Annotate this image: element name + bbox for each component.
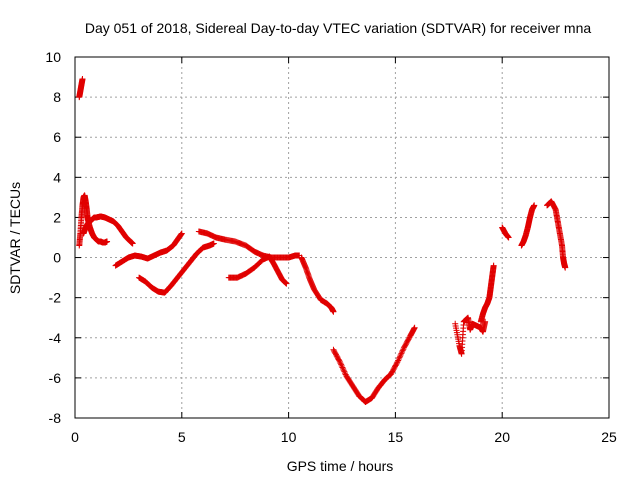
x-axis-label: GPS time / hours	[287, 458, 394, 474]
data-series-s12	[499, 224, 512, 241]
data-point	[336, 358, 343, 365]
data-point	[338, 361, 345, 368]
x-tick-label: 25	[601, 429, 617, 445]
data-marks	[76, 76, 569, 405]
data-series-s13	[518, 202, 538, 249]
grid	[75, 57, 609, 418]
data-point	[395, 357, 402, 364]
data-series-s8	[298, 254, 337, 315]
y-tick-label: 10	[45, 49, 61, 65]
y-tick-label: -2	[49, 290, 62, 306]
data-series-s4	[112, 230, 185, 269]
data-point	[411, 324, 418, 331]
axis-ticks	[74, 56, 610, 419]
y-tick-label: -8	[49, 410, 62, 426]
data-point	[397, 351, 404, 358]
y-tick-label: -6	[49, 370, 62, 386]
data-series-s14	[544, 198, 569, 271]
data-point	[397, 353, 404, 360]
data-point	[338, 363, 345, 370]
data-point	[341, 368, 348, 375]
data-point	[505, 234, 512, 241]
data-series-s10	[452, 314, 489, 357]
y-tick-label: 4	[53, 169, 61, 185]
data-series-s11	[477, 262, 497, 325]
x-tick-label: 0	[71, 429, 79, 445]
y-tick-label: -4	[49, 330, 62, 346]
data-series-s7	[225, 253, 290, 287]
y-tick-label: 2	[53, 209, 61, 225]
data-point	[400, 346, 407, 353]
data-point	[104, 238, 111, 245]
data-point	[339, 364, 346, 371]
data-point	[283, 280, 290, 287]
data-point	[340, 365, 347, 372]
data-point	[394, 358, 401, 365]
data-point	[399, 349, 406, 356]
data-series-s9	[330, 324, 418, 405]
data-point	[490, 262, 497, 269]
data-point	[210, 240, 217, 247]
x-tick-label: 5	[178, 429, 186, 445]
data-point	[79, 76, 86, 83]
y-tick-label: 0	[53, 250, 61, 266]
data-point	[336, 357, 343, 364]
data-point	[531, 202, 538, 209]
data-point	[178, 230, 185, 237]
data-point	[341, 370, 348, 377]
y-tick-label: 6	[53, 129, 61, 145]
y-axis-label: SDTVAR / TECUs	[7, 182, 23, 294]
data-point	[398, 350, 405, 357]
data-series-s5	[136, 240, 217, 296]
data-point	[337, 360, 344, 367]
x-tick-label: 20	[494, 429, 510, 445]
plot-frame	[74, 56, 610, 419]
data-series-s3	[80, 213, 136, 247]
data-point	[562, 264, 569, 271]
tick-labels: 0 5 10 15 20 25 -8 -6 -4 -2 0 2 4 6 8 10	[45, 49, 617, 445]
data-point	[330, 308, 337, 315]
data-point	[340, 367, 347, 374]
data-point	[129, 240, 136, 247]
data-point	[395, 356, 402, 363]
x-tick-label: 15	[388, 429, 404, 445]
data-point	[399, 347, 406, 354]
chart-title: Day 051 of 2018, Sidereal Day-to-day VTE…	[85, 20, 591, 36]
data-series-s1	[76, 76, 86, 101]
data-point	[393, 360, 400, 367]
y-tick-label: 8	[53, 89, 61, 105]
data-point	[396, 354, 403, 361]
x-tick-label: 10	[281, 429, 297, 445]
